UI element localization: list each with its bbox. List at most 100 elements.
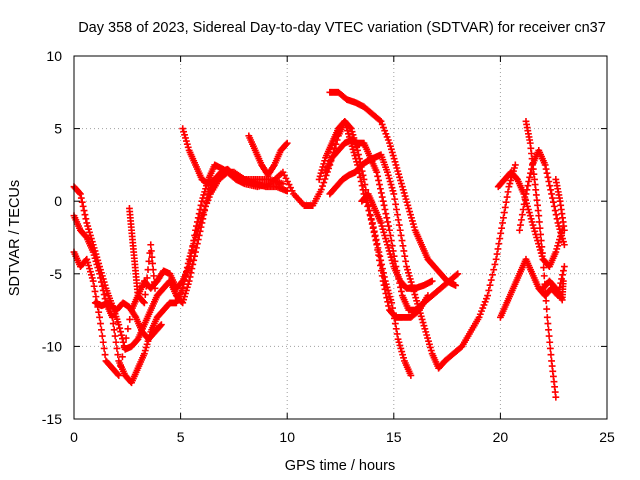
data-point [372,237,380,245]
data-point [398,183,406,191]
data-point [505,183,513,191]
data-point [317,186,325,193]
data-point [560,267,567,275]
data-point [525,178,533,185]
data-point [82,215,90,223]
data-point [79,202,87,210]
data-point [383,294,391,302]
data-point [511,164,518,172]
data-point [108,313,116,321]
y-axis-label: SDTVAR / TECUs [7,180,23,296]
data-point [229,170,237,178]
data-point [503,193,511,201]
data-point [544,320,552,327]
data-point [115,321,123,329]
data-point [375,177,382,184]
data-point [192,248,199,256]
series-track-g [322,136,462,314]
data-point [193,222,200,230]
data-point [544,173,552,181]
data-point [384,171,392,179]
data-point [424,292,432,299]
data-point [424,334,432,342]
data-point [375,251,382,259]
data-point [349,131,357,139]
data-point [230,171,238,179]
data-point [93,261,101,268]
data-point [559,235,566,242]
data-point [366,207,373,214]
data-point [89,248,97,256]
data-point [422,328,430,336]
data-point [196,206,204,213]
data-point [393,206,400,213]
data-point [114,351,122,359]
data-point [427,347,435,354]
chart-title: Day 358 of 2023, Sidereal Day-to-day VTE… [78,20,606,36]
data-point [533,234,541,241]
data-point [489,271,496,279]
y-tick-label: 10 [46,48,62,64]
data-point [385,174,393,182]
data-point [385,302,393,310]
data-point [377,117,385,125]
data-point [389,260,397,267]
data-point [397,345,405,352]
data-point [553,215,561,223]
data-point [379,225,387,233]
data-point [376,116,384,124]
series-track-n [516,146,568,249]
data-point [194,214,202,222]
data-point [359,171,367,179]
data-point [112,338,120,346]
data-point [378,261,386,268]
data-point [551,207,559,214]
data-point [384,168,391,176]
data-point [378,272,386,280]
x-tick-label: 25 [599,429,615,445]
data-point [425,337,432,345]
data-point [408,214,415,222]
data-point [552,211,560,219]
data-point [86,228,93,236]
data-point [506,180,514,187]
x-tick-label: 20 [493,429,509,445]
data-point [140,299,148,307]
data-point [357,163,365,171]
data-point [382,130,390,138]
data-point [362,186,370,194]
data-point [83,255,91,263]
data-point [421,325,429,333]
series-track-k [358,190,436,292]
data-point [186,257,194,265]
data-point [316,172,324,180]
data-point [492,255,500,263]
data-point [410,223,418,231]
data-point [202,202,209,210]
data-point [115,372,123,379]
data-point [117,362,124,370]
data-point [420,322,428,330]
data-point [97,274,104,282]
data-point [547,351,555,359]
data-point [350,134,358,142]
data-point [397,232,405,239]
data-point [179,125,187,132]
data-point [366,212,374,220]
data-point [531,227,539,235]
data-point [502,198,510,206]
data-point [201,188,209,196]
data-point [350,149,358,156]
data-point [182,290,189,297]
data-point [182,137,190,145]
data-point [535,212,543,220]
data-point [99,286,107,294]
data-point [500,214,507,222]
data-point [476,310,484,318]
data-point [377,189,385,197]
data-point [395,221,403,229]
data-point [203,199,211,207]
data-point [526,212,534,220]
data-point [383,214,391,222]
data-point [554,219,562,227]
